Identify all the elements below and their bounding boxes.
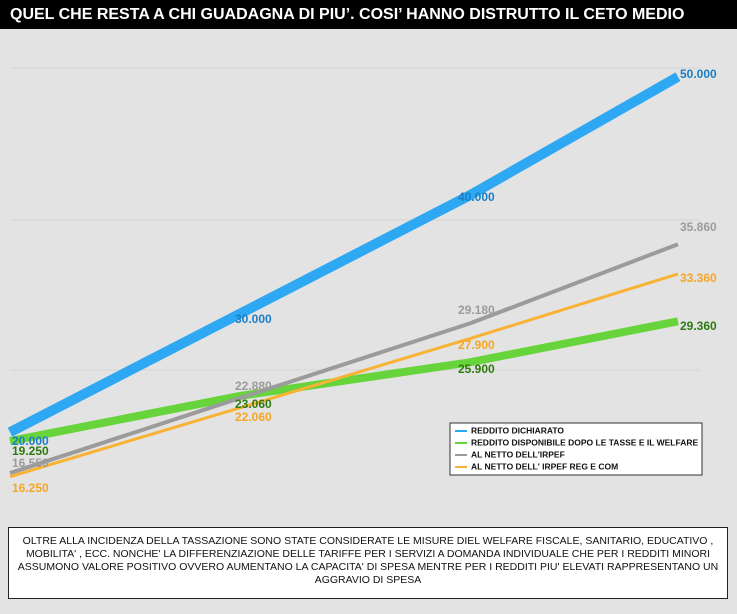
legend-label: AL NETTO DELL'IRPEF: [471, 449, 565, 459]
data-label: 19.250: [12, 444, 49, 458]
data-label: 25.900: [458, 362, 495, 376]
data-label: 50.000: [680, 67, 717, 81]
data-label: 27.900: [458, 338, 495, 352]
data-label: 30.000: [235, 312, 272, 326]
legend-label: AL NETTO DELL' IRPEF REG E COM: [471, 461, 618, 471]
data-label: 35.860: [680, 220, 717, 234]
data-label: 40.000: [458, 190, 495, 204]
legend-box: [449, 422, 703, 476]
legend-label: REDDITO DICHIARATO: [471, 425, 564, 435]
data-label: 29.180: [458, 303, 495, 317]
data-label: 20.000: [12, 434, 49, 448]
series-line: [9, 242, 679, 475]
data-label: 22.880: [235, 379, 272, 393]
data-label: 16.250: [12, 481, 49, 495]
note: OLTRE ALLA INCIDENZA DELLA TASSAZIONE SO…: [8, 527, 728, 599]
data-label: 29.360: [680, 319, 717, 333]
data-label: 23.060: [235, 397, 272, 411]
data-label: 16.550: [12, 456, 49, 470]
data-label: 33.360: [680, 271, 717, 285]
series-line: [9, 317, 679, 446]
legend-label: REDDITO DISPONIBILE DOPO LE TASSE E IL W…: [471, 437, 698, 447]
chart-title: QUEL CHE RESTA A CHI GUADAGNA DI PIU’. C…: [0, 0, 737, 29]
series-line: [7, 72, 681, 437]
legend: REDDITO DICHIARATO REDDITO DISPONIBILE DO…: [449, 422, 703, 476]
data-label: 22.060: [235, 410, 272, 424]
series-line: [9, 272, 679, 479]
